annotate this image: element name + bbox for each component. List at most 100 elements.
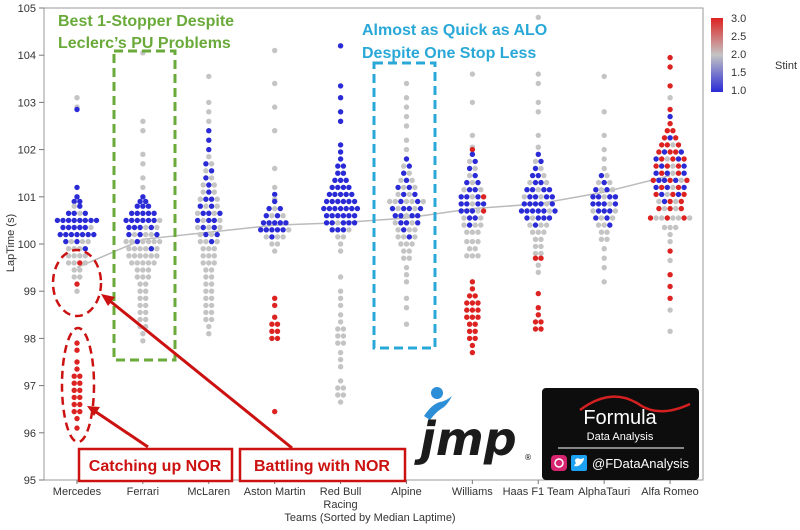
lap-point bbox=[675, 184, 682, 191]
lap-point bbox=[398, 177, 404, 183]
lap-point bbox=[351, 213, 358, 219]
lap-point bbox=[151, 210, 157, 216]
lap-point bbox=[595, 208, 602, 214]
lap-point bbox=[71, 394, 77, 401]
lap-point bbox=[263, 227, 269, 233]
x-tick-label-williams: Williams bbox=[452, 486, 493, 498]
lap-point bbox=[148, 253, 154, 259]
lap-point bbox=[272, 184, 278, 191]
lap-point bbox=[335, 234, 341, 240]
lap-point bbox=[607, 208, 613, 214]
lap-point bbox=[74, 238, 80, 245]
lap-point bbox=[337, 378, 344, 384]
lap-point bbox=[667, 205, 673, 212]
lap-point bbox=[469, 194, 476, 200]
lap-point bbox=[194, 224, 201, 231]
lap-point bbox=[667, 83, 673, 89]
x-tick-label-mclaren: McLaren bbox=[187, 486, 230, 498]
y-tick-label: 95 bbox=[24, 475, 36, 487]
lap-point bbox=[145, 267, 152, 273]
lap-point bbox=[535, 187, 541, 193]
lap-point bbox=[475, 238, 481, 245]
lap-point bbox=[272, 205, 278, 212]
lap-point bbox=[340, 198, 347, 205]
lap-point bbox=[667, 272, 673, 278]
lap-point bbox=[77, 260, 83, 266]
lap-point bbox=[140, 118, 146, 125]
lap-point bbox=[406, 170, 412, 176]
lap-point bbox=[71, 210, 77, 216]
lap-point bbox=[590, 208, 596, 214]
lap-point bbox=[280, 234, 286, 240]
battling-arrowhead bbox=[101, 294, 115, 306]
lap-point bbox=[538, 326, 544, 332]
lap-point bbox=[349, 191, 355, 198]
lap-point bbox=[403, 321, 410, 327]
lap-point bbox=[480, 194, 487, 200]
lap-point bbox=[137, 295, 143, 301]
lap-point bbox=[521, 201, 527, 207]
lap-point bbox=[684, 177, 690, 183]
lap-point bbox=[480, 208, 487, 214]
lap-point bbox=[667, 177, 673, 183]
lap-point bbox=[91, 231, 97, 238]
lap-point bbox=[653, 170, 659, 176]
lap-point bbox=[137, 309, 143, 316]
lap-point bbox=[664, 163, 670, 169]
lap-point bbox=[541, 187, 547, 193]
lap-point bbox=[670, 142, 676, 148]
lap-point bbox=[145, 260, 152, 266]
lap-point bbox=[415, 198, 421, 205]
lap-point bbox=[340, 340, 347, 346]
lap-point bbox=[593, 215, 599, 221]
lap-point bbox=[208, 231, 215, 238]
lap-point bbox=[401, 255, 407, 261]
lap-point bbox=[335, 392, 341, 398]
lap-point bbox=[326, 191, 333, 198]
lap-point bbox=[601, 73, 607, 80]
lap-point bbox=[211, 182, 217, 188]
lap-point bbox=[524, 208, 530, 214]
lap-point bbox=[337, 109, 344, 115]
lap-point bbox=[82, 210, 89, 216]
lap-point bbox=[412, 234, 418, 240]
lap-point bbox=[472, 158, 478, 165]
lap-point bbox=[123, 217, 129, 224]
lap-point bbox=[71, 380, 77, 386]
lap-point bbox=[673, 177, 679, 183]
lap-point bbox=[667, 106, 673, 113]
lap-point bbox=[206, 224, 212, 231]
lap-point bbox=[478, 222, 484, 228]
lap-point bbox=[601, 165, 607, 172]
lap-point bbox=[131, 224, 138, 231]
lap-point bbox=[206, 154, 212, 160]
lap-point bbox=[272, 408, 278, 415]
lap-point bbox=[538, 319, 544, 325]
lap-point bbox=[403, 198, 410, 205]
lap-point bbox=[392, 220, 398, 226]
lap-point bbox=[79, 231, 86, 238]
lap-point bbox=[667, 95, 673, 101]
lap-point bbox=[134, 274, 140, 280]
lap-point bbox=[612, 194, 619, 200]
lap-point bbox=[670, 191, 676, 198]
lap-point bbox=[667, 248, 673, 254]
lap-point bbox=[607, 201, 613, 207]
lap-point bbox=[406, 163, 412, 169]
annotation-ferrari-line1: Best 1-Stopper Despite bbox=[58, 13, 234, 30]
lap-point bbox=[541, 172, 547, 179]
lap-point bbox=[337, 288, 344, 294]
lap-point bbox=[675, 163, 682, 169]
lap-point bbox=[532, 222, 539, 228]
lap-point bbox=[538, 165, 544, 172]
lap-point bbox=[82, 246, 89, 252]
lap-point bbox=[77, 210, 83, 216]
lap-point bbox=[461, 222, 467, 228]
lap-point bbox=[260, 220, 267, 226]
lap-point bbox=[532, 236, 539, 242]
lap-point bbox=[675, 215, 682, 221]
lap-point bbox=[518, 208, 525, 214]
lap-point bbox=[217, 224, 223, 231]
lap-point bbox=[280, 227, 286, 233]
lap-point bbox=[197, 196, 203, 202]
